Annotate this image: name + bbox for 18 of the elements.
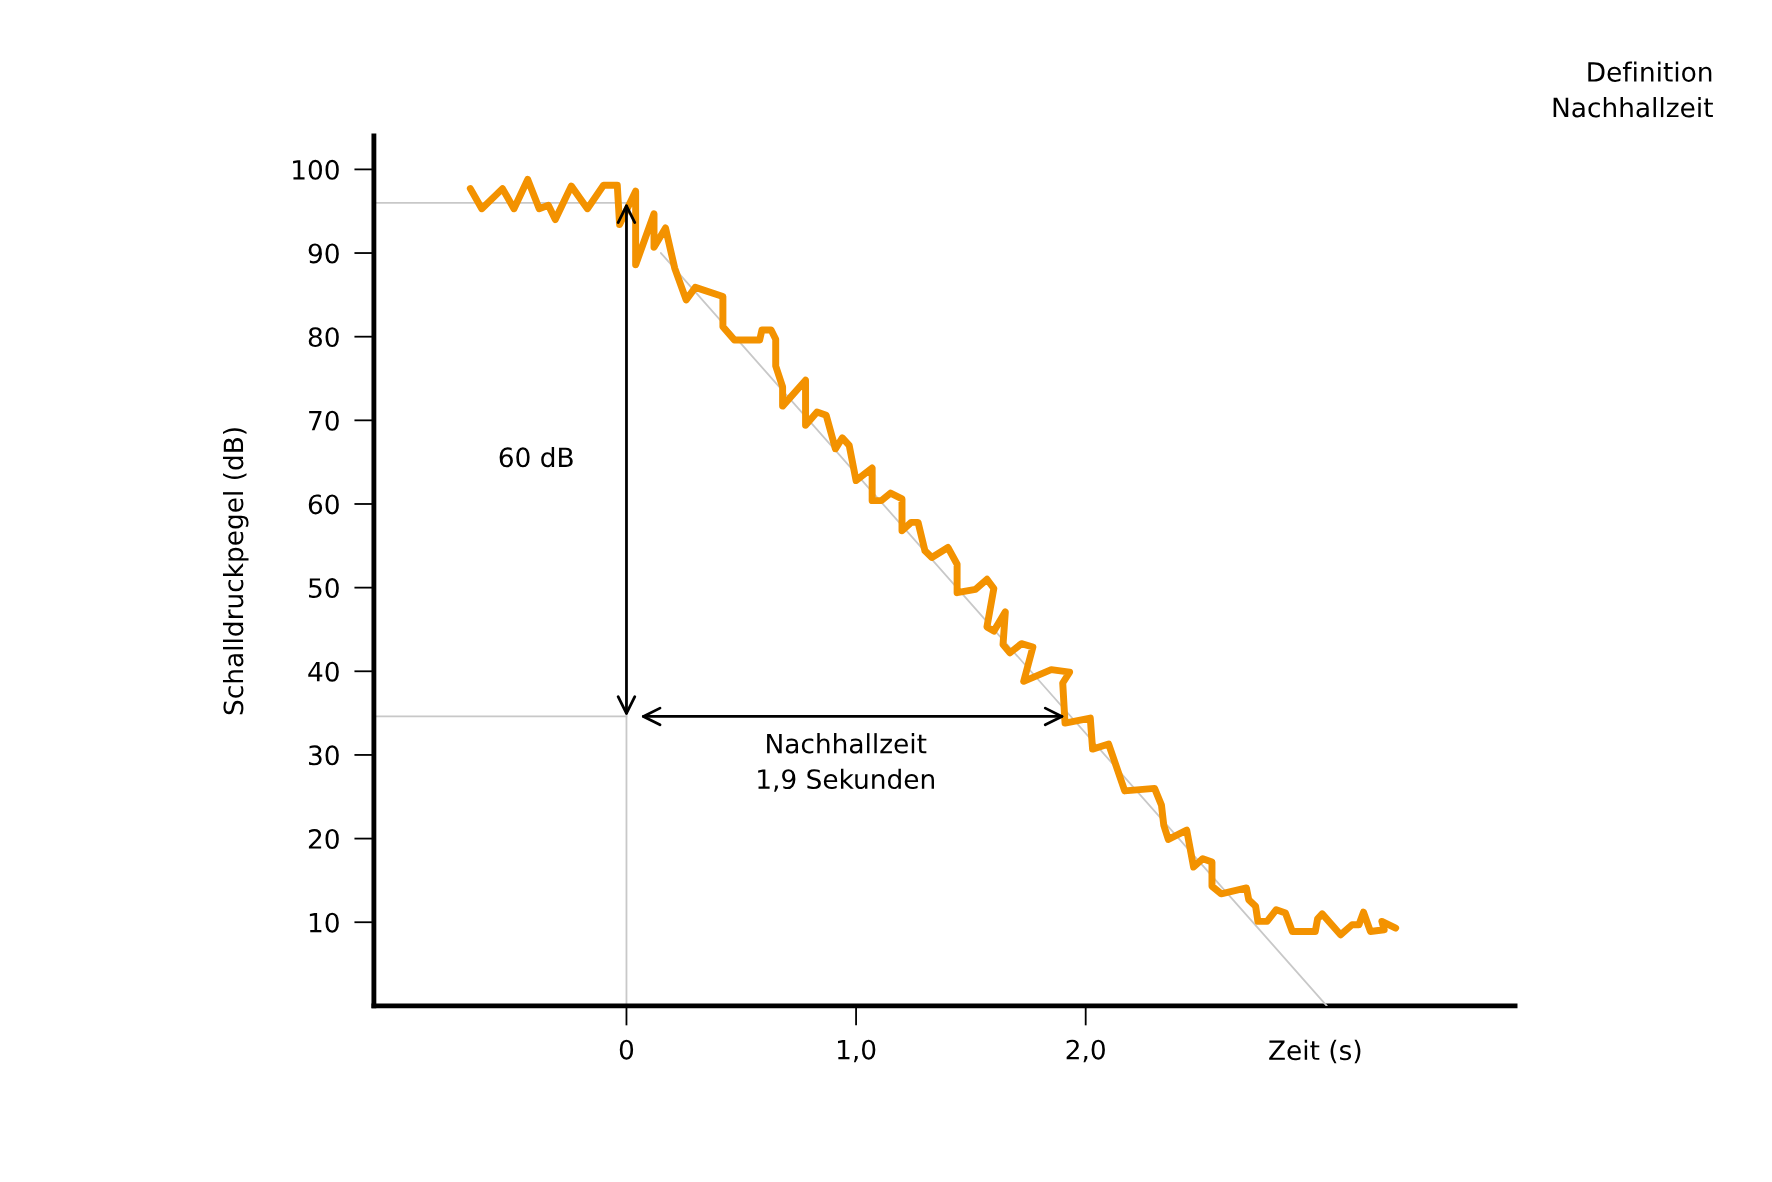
y-tick-label: 80 [308, 327, 339, 348]
x-tick-label: 2,0 [1066, 1039, 1105, 1063]
y-axis-title: Schalldruckpegel (dB) [222, 428, 249, 715]
y-tick-label: 30 [308, 745, 339, 766]
y-tick-label: 10 [309, 912, 339, 933]
y-tick-label: 20 [308, 829, 339, 849]
annotation: Nachhallzeit 1,9 Sekunden [758, 733, 934, 792]
y-tick-label: 90 [308, 243, 339, 264]
y-tick-label: 100 [293, 159, 339, 180]
y-tick-label: 50 [309, 578, 339, 599]
y-tick-label: 60 [308, 494, 339, 515]
y-tick-label: 40 [308, 661, 339, 682]
x-tick-label: 0 [619, 1039, 634, 1060]
x-axis-title: Zeit (s) [1269, 1039, 1361, 1064]
text: Definition Nachhallzeit [1553, 61, 1713, 118]
annotation: 60 dB [499, 446, 573, 468]
y-tick-label: 70 [309, 410, 339, 431]
x-tick-label: 1,0 [837, 1039, 876, 1063]
